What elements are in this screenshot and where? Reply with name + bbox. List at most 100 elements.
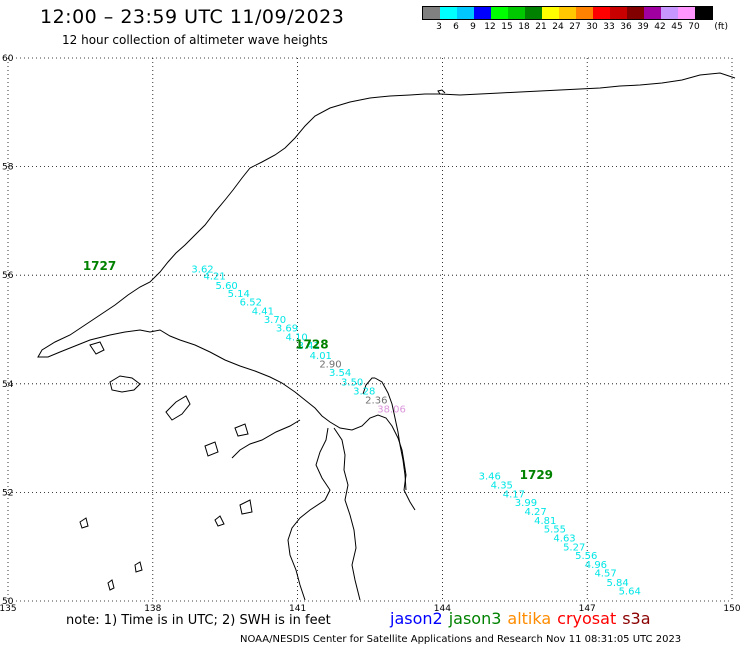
swh-value-label: 5.84 [607,578,629,589]
lat-tick-label: 52 [2,488,13,498]
tatar-strait-east [333,427,361,601]
colorbar-swatch [593,7,610,19]
swh-value-label: 4.81 [534,516,556,527]
lake-4 [239,499,253,515]
swh-value-label: 4.21 [203,272,225,283]
swh-value-label: 4.10 [286,332,308,343]
inner-bay-island [165,395,191,421]
legend-jason3: jason3 [448,609,502,628]
chart-title: 12:00 – 23:59 UTC 11/09/2023 [40,6,345,28]
sakhalin-outline [374,377,407,491]
swh-value-label: 2.90 [319,360,341,371]
lake-5 [214,515,225,527]
colorbar-swatch [423,7,440,19]
colorbar-swatch [542,7,559,19]
swh-value-label: 4.35 [491,481,513,492]
colorbar-tick-label: 70 [688,22,700,32]
colorbar-swatch [644,7,661,19]
lat-tick-label: 50 [2,597,14,607]
amur-river [231,419,301,459]
lon-tick-label: 141 [289,604,306,614]
swh-value-label: 3.54 [329,368,351,379]
lon-tick-label: 135 [0,604,17,614]
colorbar-swatch [627,7,644,19]
north-coast-detail [437,89,446,95]
colorbar-swatch [661,7,678,19]
swh-labels: 3.624.215.605.146.524.413.703.694.103.41… [83,259,641,598]
colorbar-tick-label: 30 [586,22,598,32]
lon-tick-label: 138 [144,604,161,614]
colorbar-swatch [491,7,508,19]
colorbar-tick-label: 27 [569,22,581,32]
lake-1 [89,341,105,355]
colorbar-swatch [559,7,576,19]
lat-tick-label: 60 [2,54,14,64]
swh-value-label: 4.01 [310,351,332,362]
colorbar-swatch [508,7,525,19]
colorbar-tick-label: 33 [603,22,615,32]
swh-value-label: 2.36 [365,395,387,406]
colorbar-tick-label: 18 [518,22,530,32]
swh-value-label: 5.14 [228,289,250,300]
swh-value-label: 5.56 [575,551,597,562]
swh-value-label: 3.70 [264,315,286,326]
lake-3 [234,423,249,437]
swh-value-label: 3.69 [276,324,298,335]
colorbar-swatch [525,7,542,19]
shantar-islands [109,375,141,393]
colorbar-tick-label: 21 [535,22,547,32]
colorbar-tick-label: 36 [620,22,632,32]
swh-value-label: 3.62 [191,264,213,275]
pass-number-label: 1727 [83,259,116,273]
swh-value-label: 4.96 [585,560,607,571]
colorbar-tick-label: 45 [671,22,683,32]
swh-value-label: 6.52 [240,298,262,309]
coastline [37,72,736,601]
lat-tick-label: 56 [2,271,14,281]
colorbar-swatch [576,7,593,19]
lon-tick-label: 144 [434,604,451,614]
footer-credit: NOAA/NESDIS Center for Satellite Applica… [240,634,682,645]
lake-8 [107,579,115,591]
satellite-legend: jason2 jason3 altika cryosat s3a [390,609,657,628]
lon-tick-label: 150 [723,604,740,614]
swh-value-label: 4.57 [594,569,616,580]
lake-7 [134,561,143,573]
wave-height-colorbar: 3 6 9 12 15 18 21 24 27 30 33 36 39 42 45 70 (ft) [422,6,728,34]
footer-note: note: 1) Time is in UTC; 2) SWH is in fe… [66,613,331,628]
colorbar-swatches [422,6,713,20]
colorbar-tick-label: 39 [637,22,649,32]
colorbar-labels: 3 6 9 12 15 18 21 24 27 30 33 36 39 42 45 70 (ft) [422,22,728,34]
lon-tick-label: 147 [579,604,596,614]
swh-value-label: 4.41 [252,306,274,317]
lat-lon-grid: 135 138 141 144 147 150 60 58 56 54 52 50 [0,54,740,614]
swh-value-label: 3.99 [515,498,537,509]
lake-6 [79,517,89,529]
legend-altika: altika [507,609,552,628]
mainland-coastline [37,72,736,511]
colorbar-unit: (ft) [714,22,728,32]
swh-value-label: 3.28 [353,387,375,398]
chart-subtitle: 12 hour collection of altimeter wave hei… [62,33,328,47]
colorbar-swatch [440,7,457,19]
colorbar-swatch [678,7,695,19]
legend-cryosat: cryosat [557,609,617,628]
tatar-strait-west [287,427,331,601]
colorbar-swatch [610,7,627,19]
lat-tick-label: 58 [2,163,14,173]
colorbar-swatch [474,7,491,19]
colorbar-tick-label: 42 [654,22,666,32]
colorbar-tick-label: 6 [453,22,459,32]
swh-value-label: 5.64 [619,586,641,597]
swh-value-label: 4.27 [524,507,546,518]
legend-s3a: s3a [622,609,651,628]
swh-value-label: 5.27 [563,543,585,554]
swh-value-label: 3.41 [298,341,320,352]
swh-value-label: 3.50 [341,377,363,388]
swh-value-label: 4.63 [553,533,575,544]
lat-tick-label: 54 [2,380,14,390]
swh-value-label: 38.06 [377,405,406,416]
pass-number-label: 1728 [295,338,328,352]
swh-value-label: 4.17 [503,489,525,500]
